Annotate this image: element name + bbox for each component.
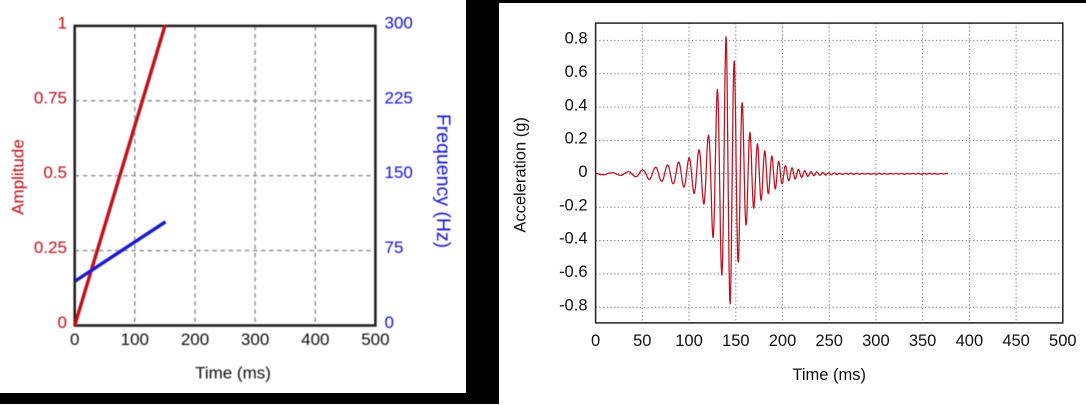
svg-text:500: 500	[1049, 332, 1077, 350]
svg-text:250: 250	[815, 332, 843, 350]
svg-text:1: 1	[58, 13, 67, 32]
svg-text:300: 300	[385, 13, 413, 32]
svg-text:Amplitude: Amplitude	[8, 139, 27, 215]
svg-text:0: 0	[385, 313, 394, 332]
svg-text:350: 350	[909, 332, 937, 350]
svg-text:50: 50	[633, 332, 651, 350]
svg-text:0.6: 0.6	[565, 63, 588, 81]
svg-text:100: 100	[121, 330, 149, 349]
svg-text:300: 300	[241, 330, 269, 349]
svg-text:Time (ms): Time (ms)	[195, 364, 271, 383]
svg-text:450: 450	[1002, 332, 1030, 350]
svg-text:0.75: 0.75	[34, 88, 67, 107]
svg-text:Time (ms): Time (ms)	[792, 366, 866, 384]
svg-text:0: 0	[578, 163, 587, 181]
svg-text:200: 200	[181, 330, 209, 349]
svg-text:500: 500	[361, 330, 389, 349]
svg-text:0: 0	[58, 313, 67, 332]
svg-text:400: 400	[956, 332, 984, 350]
svg-text:0: 0	[70, 330, 79, 349]
svg-text:Frequency (Hz): Frequency (Hz)	[432, 114, 454, 248]
svg-text:0.2: 0.2	[565, 130, 588, 148]
svg-text:Acceleration (g): Acceleration (g)	[511, 117, 529, 233]
svg-text:100: 100	[675, 332, 703, 350]
svg-text:0.5: 0.5	[43, 163, 67, 182]
svg-text:-0.6: -0.6	[559, 263, 587, 281]
svg-text:-0.4: -0.4	[559, 230, 587, 248]
svg-text:225: 225	[385, 88, 413, 107]
svg-text:200: 200	[769, 332, 797, 350]
svg-text:0.25: 0.25	[34, 238, 67, 257]
svg-text:0.4: 0.4	[565, 96, 588, 114]
svg-text:0: 0	[591, 332, 600, 350]
svg-text:400: 400	[301, 330, 329, 349]
svg-text:0.8: 0.8	[565, 30, 588, 48]
svg-text:150: 150	[385, 163, 413, 182]
svg-text:150: 150	[722, 332, 750, 350]
svg-text:300: 300	[862, 332, 890, 350]
svg-text:-0.2: -0.2	[559, 196, 587, 214]
svg-text:-0.8: -0.8	[559, 296, 587, 314]
svg-text:75: 75	[385, 238, 404, 257]
